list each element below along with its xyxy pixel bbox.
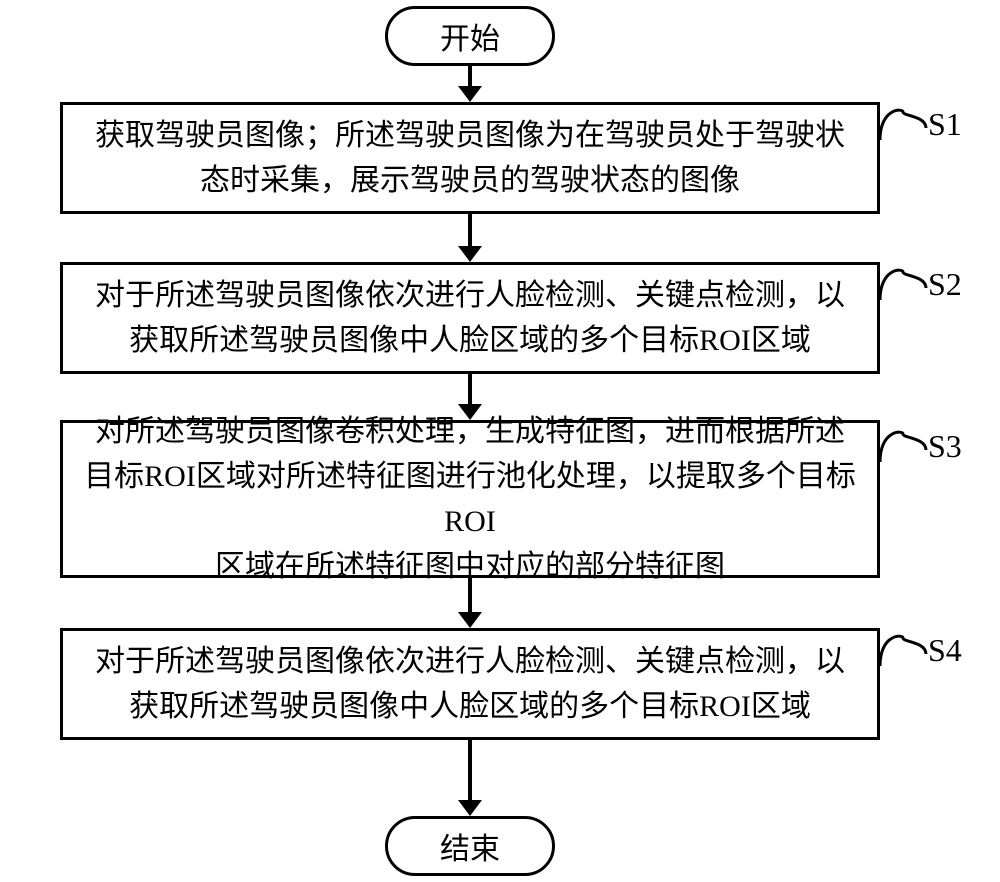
arrow-3: [458, 374, 482, 420]
arrow-2-head-icon: [458, 246, 482, 262]
arrow-3-head-icon: [458, 404, 482, 420]
arrow-5: [458, 740, 482, 816]
arrow-3-line: [468, 374, 472, 404]
arrow-2-line: [468, 214, 472, 246]
arrow-1-head-icon: [458, 86, 482, 102]
arrow-4-head-icon: [458, 612, 482, 628]
arrow-4: [458, 578, 482, 628]
step-S4-connector: [0, 0, 1000, 882]
arrow-5-line: [468, 740, 472, 800]
arrow-2: [458, 214, 482, 262]
arrow-4-line: [468, 578, 472, 612]
arrow-1: [458, 66, 482, 102]
arrow-5-head-icon: [458, 800, 482, 816]
arrow-1-line: [468, 66, 472, 86]
